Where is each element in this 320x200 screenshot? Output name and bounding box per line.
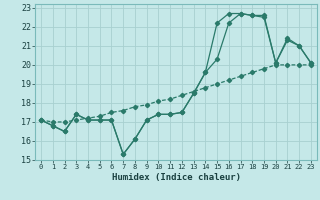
X-axis label: Humidex (Indice chaleur): Humidex (Indice chaleur) [111, 173, 241, 182]
